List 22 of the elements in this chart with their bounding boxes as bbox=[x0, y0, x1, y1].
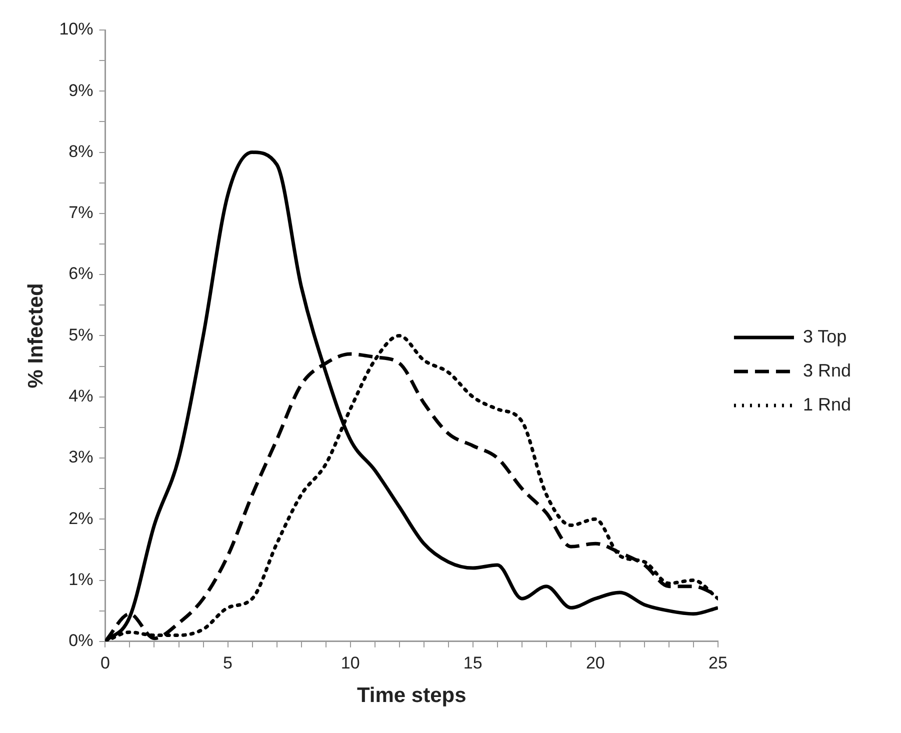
legend-label: 3 Top bbox=[802, 326, 847, 346]
y-tick-label: 5% bbox=[68, 325, 94, 344]
y-tick-label: 1% bbox=[68, 570, 94, 589]
y-tick-label: 4% bbox=[68, 386, 94, 406]
y-tick-label: 0% bbox=[68, 631, 94, 650]
x-tick-label: 0 bbox=[100, 653, 110, 672]
x-tick-label: 10 bbox=[340, 653, 360, 672]
y-tick-label: 8% bbox=[68, 142, 94, 161]
y-tick-label: 10% bbox=[59, 20, 94, 39]
y-tick-label: 2% bbox=[68, 508, 94, 528]
x-tick-label: 20 bbox=[586, 653, 605, 672]
y-tick-label: 9% bbox=[68, 80, 94, 100]
x-tick-label: 5 bbox=[223, 653, 233, 672]
legend-label: 1 Rnd bbox=[802, 394, 852, 414]
x-tick-label: 25 bbox=[708, 653, 728, 672]
y-tick-label: 7% bbox=[68, 203, 94, 222]
x-tick-label: 15 bbox=[463, 653, 482, 672]
legend-label: 3 Rnd bbox=[802, 360, 852, 380]
y-axis-title: % Infected bbox=[24, 283, 48, 388]
y-tick-label: 6% bbox=[68, 264, 94, 284]
y-tick-label: 3% bbox=[68, 448, 94, 467]
x-axis-title: Time steps bbox=[356, 684, 466, 708]
